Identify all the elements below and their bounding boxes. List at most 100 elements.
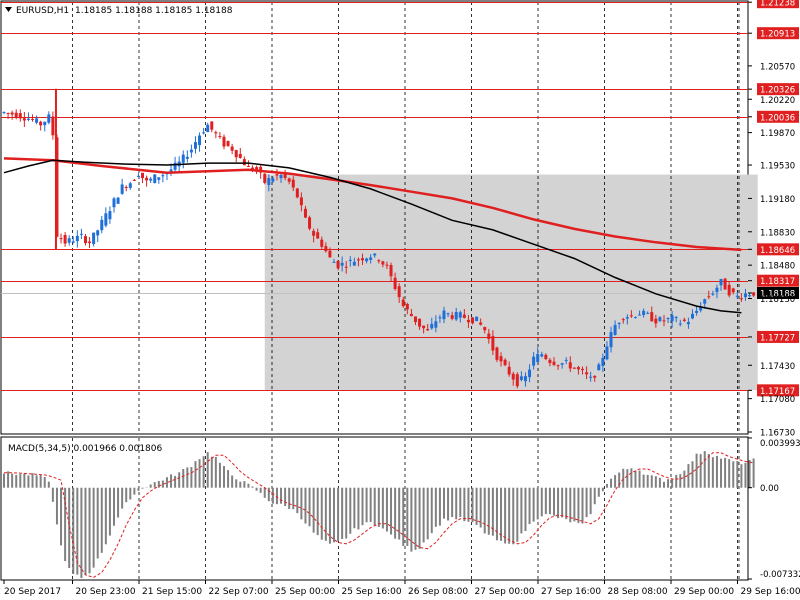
candle-body <box>279 174 283 179</box>
candle-body <box>731 288 735 293</box>
candle-body <box>141 172 145 179</box>
candle <box>642 308 646 318</box>
candle <box>450 311 454 321</box>
candle <box>47 111 51 125</box>
price-tick-label: 1.17430 <box>760 362 795 372</box>
candle <box>678 319 682 327</box>
candle <box>308 215 312 231</box>
candle-body <box>287 178 291 182</box>
candle-body <box>88 241 92 244</box>
candle-body <box>6 113 10 115</box>
chart-menu-triangle-icon[interactable] <box>5 7 12 12</box>
candle-body <box>385 264 389 266</box>
candle <box>149 176 153 183</box>
candle-body <box>613 324 617 335</box>
price-tick-label: 1.18130 <box>760 295 795 305</box>
candle <box>202 127 206 135</box>
range-box-rect <box>264 174 758 391</box>
candle <box>686 317 690 329</box>
candle-body <box>585 372 589 375</box>
time-axis: 20 Sep 2017 20 Sep 23:00 21 Sep 15:00 22 Se… <box>3 580 800 597</box>
candle <box>336 260 340 271</box>
candle-body <box>487 333 491 340</box>
candle <box>356 257 360 267</box>
candle-body <box>210 121 214 130</box>
candle-body <box>271 178 275 182</box>
price-tick-label: 1.20220 <box>760 96 795 106</box>
level-label: 1.20326 <box>760 86 795 96</box>
candle-body <box>723 278 727 290</box>
level-badge <box>757 83 799 96</box>
candle-body <box>650 312 654 322</box>
candle <box>312 228 316 243</box>
level-badge <box>757 330 799 343</box>
candle-body <box>263 173 267 183</box>
candle-body <box>446 313 450 315</box>
candle <box>568 356 572 372</box>
candle-body <box>22 118 26 121</box>
candle <box>108 206 112 224</box>
current-price-label: 1.18188 <box>760 289 795 299</box>
candle-body <box>206 124 210 133</box>
candle <box>495 346 499 363</box>
candle <box>576 365 580 375</box>
level-badge <box>757 243 799 256</box>
candle-body <box>47 114 51 123</box>
candle-body <box>67 238 71 243</box>
candle <box>682 317 686 322</box>
price-tick-label: 1.19870 <box>760 129 795 139</box>
candle <box>401 296 405 308</box>
candle-body <box>149 178 153 181</box>
candle <box>646 311 650 315</box>
level-label: 1.20036 <box>760 113 795 123</box>
candle <box>507 361 511 377</box>
candle <box>320 236 324 249</box>
candle <box>674 315 678 323</box>
macd-panel[interactable] <box>0 436 749 581</box>
candle <box>271 176 275 183</box>
candle <box>373 253 377 258</box>
candle-body <box>727 284 731 296</box>
candle <box>629 310 633 318</box>
candle <box>83 233 87 246</box>
candle <box>299 192 303 212</box>
candle-body <box>711 293 715 295</box>
candle <box>621 317 625 324</box>
candle <box>136 173 140 178</box>
candle <box>234 149 238 163</box>
candle <box>471 317 475 325</box>
candle-body <box>198 135 202 146</box>
candle <box>691 309 695 320</box>
candle <box>560 362 564 369</box>
candle-body <box>536 354 540 363</box>
candle-body <box>83 236 87 244</box>
candle <box>181 150 185 169</box>
candle <box>344 261 348 274</box>
candle-body <box>214 132 218 134</box>
price-tick-label: 1.17080 <box>760 395 795 405</box>
candle <box>193 136 197 154</box>
time-tick-label: 22 Sep 07:00 <box>209 587 269 597</box>
candle-body <box>405 304 409 310</box>
candle <box>124 185 128 192</box>
candle <box>295 187 299 199</box>
level-label: 1.17167 <box>760 387 795 397</box>
candle <box>650 306 654 322</box>
candle-body <box>71 241 75 243</box>
candle <box>222 134 226 150</box>
candle-body <box>202 132 206 134</box>
macd-label: MACD(5,34,5) 0.001966 0.001806 <box>8 444 163 454</box>
candle <box>71 236 75 244</box>
candle <box>752 292 756 297</box>
time-tick-label: 27 Sep 00:00 <box>475 587 535 597</box>
candle <box>92 232 96 247</box>
candle <box>31 114 35 122</box>
candle-body <box>462 314 466 318</box>
candle-body <box>35 118 39 123</box>
candle-body <box>519 376 523 380</box>
candle-body <box>291 179 295 188</box>
candle-body <box>185 156 189 159</box>
candle-body <box>568 362 572 369</box>
candle <box>104 207 108 228</box>
current-price-badge <box>757 286 799 299</box>
